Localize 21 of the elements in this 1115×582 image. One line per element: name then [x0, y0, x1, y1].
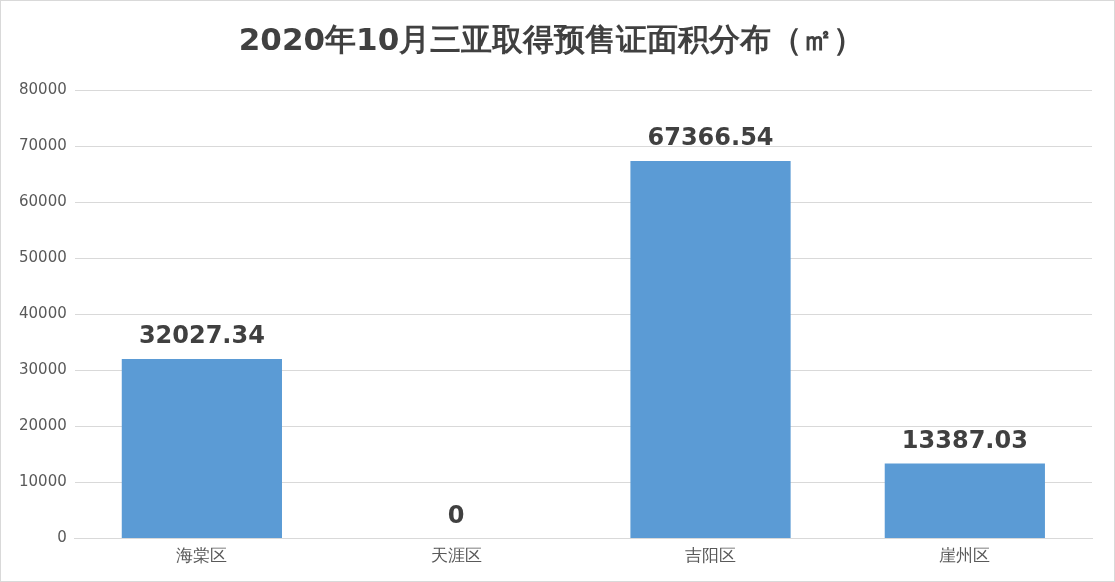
data-label: 13387.03: [901, 425, 1028, 454]
bar: [630, 161, 791, 539]
y-tick-label: 0: [57, 528, 67, 547]
y-tick-label: 50000: [19, 248, 67, 267]
y-tick-label: 20000: [19, 416, 67, 435]
y-tick-label: 10000: [19, 472, 67, 491]
x-tick-label: 崖州区: [939, 545, 991, 566]
y-tick-label: 80000: [19, 80, 67, 99]
y-tick-label: 70000: [19, 136, 67, 155]
bar: [884, 463, 1045, 539]
y-tick-label: 40000: [19, 304, 67, 323]
x-tick-label: 海棠区: [176, 545, 228, 566]
bar: [121, 359, 282, 539]
x-tick-label: 天涯区: [430, 545, 482, 566]
data-label: 67366.54: [647, 123, 774, 152]
y-tick-label: 60000: [19, 192, 67, 211]
y-tick-label: 30000: [19, 360, 67, 379]
data-label: 0: [447, 500, 465, 529]
x-tick-label: 吉阳区: [685, 545, 737, 566]
chart-title: 2020年10月三亚取得预售证面积分布（㎡）: [238, 20, 865, 57]
data-label: 32027.34: [138, 321, 265, 350]
